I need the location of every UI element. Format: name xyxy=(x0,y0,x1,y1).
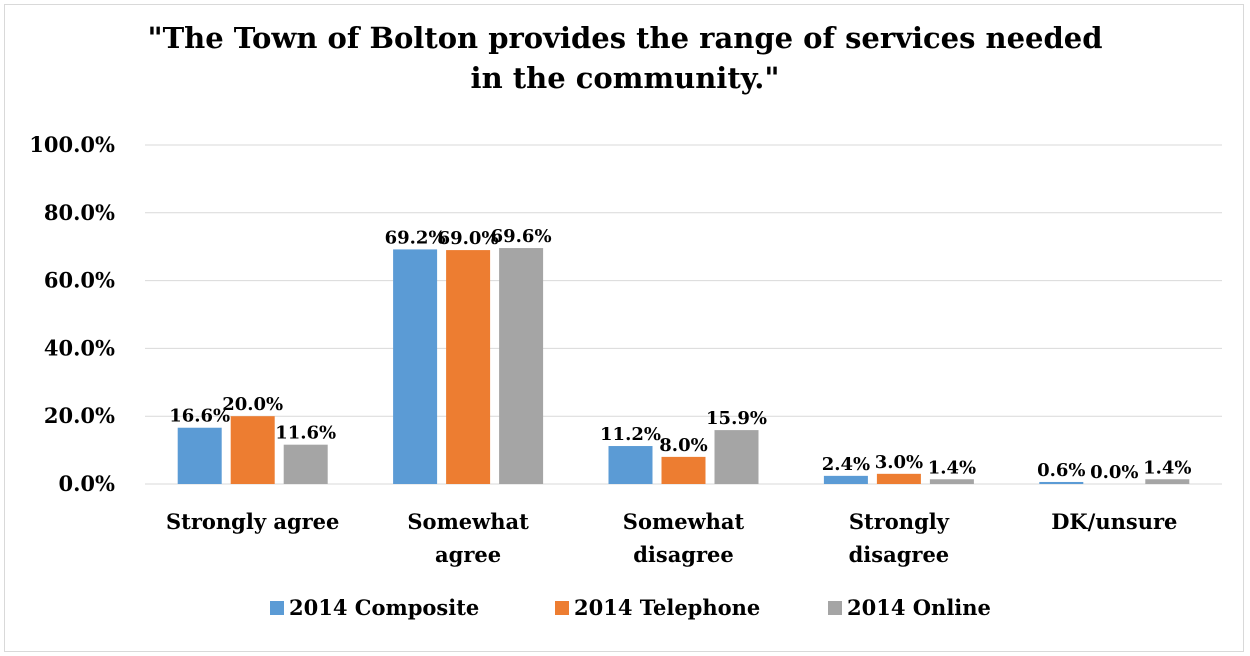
legend-swatch xyxy=(270,601,284,615)
legend-label: 2014 Online xyxy=(847,595,991,620)
legend: 2014 Composite 2014 Telephone 2014 Online xyxy=(270,595,991,620)
y-tick-label: 40.0% xyxy=(44,335,115,360)
legend-swatch xyxy=(828,601,842,615)
chart-frame xyxy=(4,4,1244,652)
chart-title-line1: "The Town of Bolton provides the range o… xyxy=(147,21,1103,55)
bar xyxy=(929,479,974,484)
x-axis: Strongly agree Somewhat agree Somewhat disag… xyxy=(166,509,1177,567)
x-tick-label: Strongly agree xyxy=(166,509,339,534)
x-tick-label: Somewhat xyxy=(623,509,745,534)
data-label: 69.2% xyxy=(385,227,446,248)
bar xyxy=(446,250,491,484)
bar xyxy=(608,446,653,484)
bar xyxy=(393,249,438,484)
y-tick-label: 60.0% xyxy=(44,268,115,293)
bar xyxy=(1039,481,1084,484)
x-tick-label: Strongly xyxy=(849,509,950,534)
x-tick-label: disagree xyxy=(849,542,950,567)
data-label: 3.0% xyxy=(875,452,923,473)
data-label: 1.4% xyxy=(1143,457,1191,478)
legend-label: 2014 Telephone xyxy=(574,595,760,620)
y-tick-label: 100.0% xyxy=(29,132,115,157)
data-label: 20.0% xyxy=(222,394,283,415)
data-labels: 16.6%20.0% 11.6% 69.2%69.0%69.6% 11.2%8.0% 1… xyxy=(169,226,1191,483)
bar xyxy=(876,473,921,484)
data-label: 0.0% xyxy=(1090,462,1138,483)
data-label: 2.4% xyxy=(822,454,870,475)
data-label: 69.0% xyxy=(438,228,499,249)
data-label: 11.6% xyxy=(275,423,336,444)
bar xyxy=(283,444,328,484)
y-tick-label: 0.0% xyxy=(59,471,116,496)
legend-swatch xyxy=(555,601,569,615)
bar xyxy=(714,430,759,484)
x-tick-label: agree xyxy=(435,542,501,567)
bar xyxy=(1145,479,1190,484)
data-label: 1.4% xyxy=(928,457,976,478)
data-label: 15.9% xyxy=(706,408,767,429)
y-tick-label: 80.0% xyxy=(44,200,115,225)
x-tick-label: disagree xyxy=(633,542,734,567)
x-tick-label: DK/unsure xyxy=(1051,509,1177,534)
data-label: 11.2% xyxy=(600,424,661,445)
y-tick-label: 20.0% xyxy=(44,403,115,428)
bars xyxy=(177,248,1190,484)
legend-label: 2014 Composite xyxy=(289,595,479,620)
chart-title: "The Town of Bolton provides the range o… xyxy=(0,18,1250,98)
data-label: 8.0% xyxy=(659,435,707,456)
data-label: 0.6% xyxy=(1037,460,1085,481)
bar xyxy=(661,456,706,484)
bar xyxy=(499,248,544,484)
y-axis: 0.0% 20.0% 40.0% 60.0% 80.0% 100.0% xyxy=(29,132,115,496)
data-label: 16.6% xyxy=(169,406,230,427)
chart-title-line2: in the community." xyxy=(470,61,780,95)
bar xyxy=(823,475,868,484)
data-label: 69.6% xyxy=(491,226,552,247)
x-tick-label: Somewhat xyxy=(407,509,529,534)
bar xyxy=(177,427,222,484)
bar xyxy=(230,416,275,484)
